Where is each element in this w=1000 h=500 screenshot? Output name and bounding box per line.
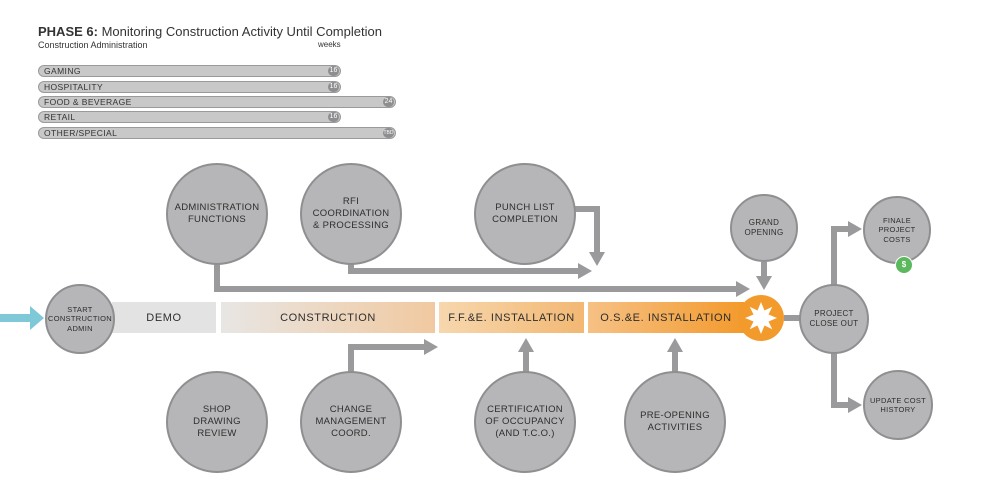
arrow-change-mgmt (348, 344, 424, 382)
duration-label: FOOD & BEVERAGE (44, 97, 132, 107)
node-shop-drawing-review: SHOP DRAWING REVIEW (166, 371, 268, 473)
duration-bar-food-beverage: FOOD & BEVERAGE 24 (38, 96, 396, 108)
arrow-heads (424, 221, 862, 413)
node-change-management: CHANGE MANAGEMENT COORD. (300, 371, 402, 473)
node-pre-opening-activities: PRE-OPENING ACTIVITIES (624, 371, 726, 473)
duration-weeks: TBD (383, 128, 394, 138)
node-administration-functions: ADMINISTRATION FUNCTIONS (166, 163, 268, 265)
duration-weeks: 16 (328, 66, 339, 76)
segment-construction: CONSTRUCTION (280, 311, 376, 324)
duration-bar-other-special: OTHER/SPECIAL TBD (38, 127, 396, 139)
phase-label: PHASE 6: (38, 24, 98, 39)
arrow-lines (214, 206, 848, 408)
node-grand-opening: GRAND OPENING (730, 194, 798, 262)
segment-demo-bg (112, 302, 216, 333)
node-punch-list-completion: PUNCH LIST COMPLETION (474, 163, 576, 265)
duration-label: RETAIL (44, 112, 76, 122)
node-start-construction-admin: START CONSTRUCTION ADMIN (45, 284, 115, 354)
duration-label: GAMING (44, 66, 81, 76)
segment-ose-installation: O.S.&E. INSTALLATION (600, 311, 732, 324)
page-subtitle: Construction Administration (38, 40, 148, 50)
node-project-close-out: PROJECT CLOSE OUT (799, 284, 869, 354)
duration-weeks: 16 (328, 82, 339, 92)
arrow-closeout-up (831, 226, 848, 285)
duration-weeks: 16 (328, 112, 339, 122)
phase-title: Monitoring Construction Activity Until C… (101, 24, 382, 39)
segment-ffe-bg (439, 302, 584, 333)
node-update-cost-history: UPDATE COST HISTORY (863, 370, 933, 440)
star-shape (745, 302, 777, 334)
start-arrow (0, 306, 44, 330)
dollar-icon: $ (895, 256, 913, 274)
segment-ffe-installation: F.F.&E. INSTALLATION (448, 311, 575, 324)
duration-bar-retail: RETAIL 16 (38, 111, 341, 123)
segment-construction-bg (221, 302, 435, 333)
arrow-admin-to-star (214, 255, 736, 292)
duration-bar-gaming: GAMING 16 (38, 65, 341, 77)
arrow-closeout-down (831, 352, 848, 408)
node-finale-project-costs: FINALE PROJECT COSTS (863, 196, 931, 264)
duration-label: HOSPITALITY (44, 82, 104, 92)
duration-weeks: 24 (383, 97, 394, 107)
segment-demo: DEMO (146, 311, 182, 324)
node-rfi-coordination: RFI COORDINATION & PROCESSING (300, 163, 402, 265)
duration-label: OTHER/SPECIAL (44, 128, 118, 138)
node-certification-of-occupancy: CERTIFICATION OF OCCUPANCY (AND T.C.O.) (474, 371, 576, 473)
duration-bar-hospitality: HOSPITALITY 16 (38, 81, 341, 93)
segment-ose-bg (588, 302, 744, 333)
weeks-label: weeks (318, 40, 341, 49)
page-title: PHASE 6: Monitoring Construction Activit… (38, 24, 382, 39)
